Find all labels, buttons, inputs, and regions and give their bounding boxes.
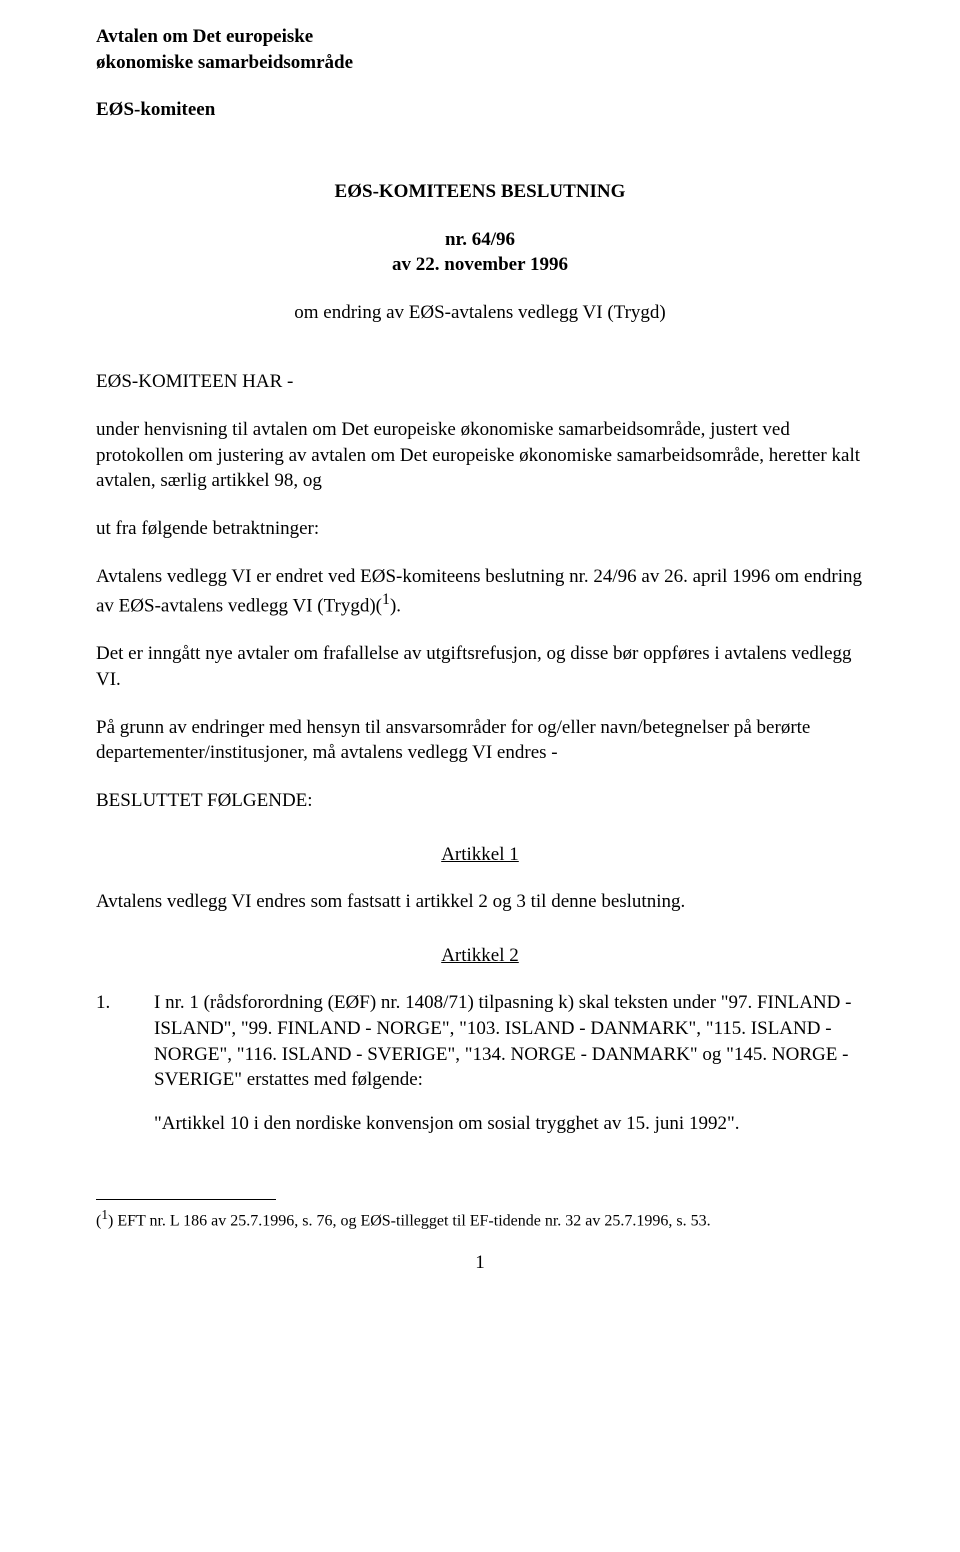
agreement-header: Avtalen om Det europeiske økonomiske sam… xyxy=(96,24,864,75)
article-2-quote: "Artikkel 10 i den nordiske konvensjon o… xyxy=(154,1111,864,1137)
recital-p5: På grunn av endringer med hensyn til ans… xyxy=(96,715,864,766)
footnote-1: (1) EFT nr. L 186 av 25.7.1996, s. 76, o… xyxy=(96,1206,864,1232)
article-2-heading: Artikkel 2 xyxy=(96,943,864,969)
article-1-heading: Artikkel 1 xyxy=(96,842,864,868)
recital-p1: under henvisning til avtalen om Det euro… xyxy=(96,417,864,494)
decision-title: EØS-KOMITEENS BESLUTNING xyxy=(96,179,864,205)
article-1-heading-text: Artikkel 1 xyxy=(441,844,519,865)
footnote-sup: 1 xyxy=(101,1207,108,1222)
recital-p2: ut fra følgende betraktninger: xyxy=(96,516,864,542)
recital-p4: Det er inngått nye avtaler om frafallels… xyxy=(96,641,864,692)
committee-name: EØS-komiteen xyxy=(96,97,864,123)
recital-p3-sup: 1 xyxy=(382,591,390,608)
article-2-item-1-number: 1. xyxy=(96,990,154,1093)
page-number: 1 xyxy=(96,1250,864,1276)
decision-number: nr. 64/96 av 22. november 1996 xyxy=(96,227,864,278)
article-2-item-1-text: I nr. 1 (rådsforordning (EØF) nr. 1408/7… xyxy=(154,990,864,1093)
recital-p3: Avtalens vedlegg VI er endret ved EØS-ko… xyxy=(96,564,864,620)
article-2-heading-text: Artikkel 2 xyxy=(441,945,519,966)
recital-p3-pre: Avtalens vedlegg VI er endret ved EØS-ko… xyxy=(96,566,862,617)
nr-line-1: nr. 64/96 xyxy=(96,227,864,253)
article-1-text: Avtalens vedlegg VI endres som fastsatt … xyxy=(96,889,864,915)
article-2-item-1: 1. I nr. 1 (rådsforordning (EØF) nr. 140… xyxy=(96,990,864,1093)
resolved-line: BESLUTTET FØLGENDE: xyxy=(96,788,864,814)
recital-p3-post: ). xyxy=(390,596,401,617)
recital-lead: EØS-KOMITEEN HAR - xyxy=(96,369,864,395)
footnote-post: ) EFT nr. L 186 av 25.7.1996, s. 76, og … xyxy=(108,1212,711,1229)
header-line-1: Avtalen om Det europeiske xyxy=(96,24,864,50)
nr-line-2: av 22. november 1996 xyxy=(96,252,864,278)
decision-subject: om endring av EØS-avtalens vedlegg VI (T… xyxy=(96,300,864,326)
header-line-2: økonomiske samarbeidsområde xyxy=(96,50,864,76)
footnote-separator xyxy=(96,1199,276,1200)
